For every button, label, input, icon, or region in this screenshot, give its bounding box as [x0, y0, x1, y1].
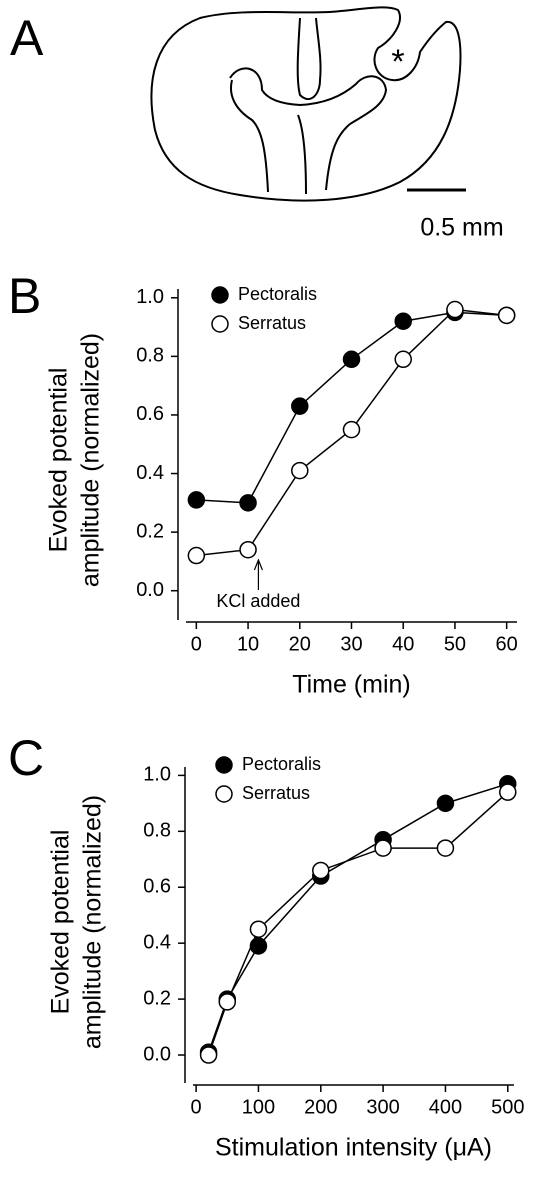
- data-point: [374, 839, 392, 857]
- data-point: [394, 312, 412, 330]
- spinal-cord-diagram: [150, 6, 462, 202]
- x-axis-label: Time (min): [292, 671, 411, 699]
- data-point: [239, 540, 257, 559]
- legend-label: Pectoralis: [238, 284, 317, 304]
- annotation: KCl added: [216, 591, 300, 611]
- data-point: [291, 397, 309, 415]
- x-tick-label: 60: [496, 633, 518, 655]
- data-point: [436, 839, 455, 857]
- data-point: [187, 546, 206, 565]
- y-axis-label: Evoked potential: [45, 368, 73, 553]
- y-tick-label: 1.0: [143, 764, 171, 786]
- data-point: [239, 494, 257, 512]
- y-axis-label: amplitude (normalized): [77, 333, 105, 587]
- data-point: [436, 794, 455, 813]
- x-tick-label: 20: [289, 633, 311, 655]
- legend-marker: [215, 785, 233, 803]
- panel-label: A: [10, 10, 44, 66]
- data-point: [291, 461, 309, 480]
- x-tick-label: 0: [191, 1096, 202, 1118]
- series-line: [196, 311, 507, 504]
- y-tick-label: 0.0: [143, 1043, 171, 1065]
- series-line: [207, 783, 508, 1053]
- data-point: [312, 861, 330, 880]
- data-point: [199, 1046, 218, 1064]
- x-tick-label: 10: [237, 633, 259, 655]
- data-point: [342, 350, 361, 369]
- data-point: [446, 300, 464, 319]
- x-tick-label: 50: [444, 633, 466, 655]
- y-tick-label: 0.2: [143, 987, 171, 1009]
- x-tick-label: 0: [191, 633, 202, 655]
- y-tick-label: 0.4: [136, 462, 164, 484]
- legend-marker: [211, 315, 229, 333]
- x-tick-label: 40: [392, 633, 414, 655]
- legend-marker: [215, 756, 233, 774]
- x-tick-label: 400: [429, 1096, 462, 1118]
- y-tick-label: 0.2: [136, 520, 164, 542]
- y-axis-label: Evoked potential: [47, 830, 75, 1015]
- data-point: [497, 306, 516, 325]
- legend-label: Serratus: [238, 313, 306, 333]
- panel-label: B: [8, 268, 41, 324]
- annotation: *: [391, 43, 404, 81]
- legend-label: Pectoralis: [242, 754, 321, 774]
- x-tick-label: 300: [366, 1096, 399, 1118]
- y-tick-label: 0.8: [143, 820, 171, 842]
- data-point: [249, 920, 268, 938]
- data-point: [342, 420, 361, 439]
- x-tick-label: 100: [242, 1096, 275, 1118]
- x-tick-label: 30: [340, 633, 362, 655]
- y-tick-label: 0.6: [143, 876, 171, 898]
- legend-marker: [211, 286, 229, 304]
- panel-label: C: [8, 730, 44, 786]
- y-tick-label: 0.4: [143, 931, 171, 953]
- y-axis-label: amplitude (normalized): [79, 795, 107, 1049]
- y-tick-label: 0.6: [136, 403, 164, 425]
- scale-label: 0.5 mm: [420, 214, 503, 242]
- legend-label: Serratus: [242, 783, 310, 803]
- data-point: [187, 491, 206, 509]
- x-tick-label: 200: [304, 1096, 337, 1118]
- x-axis-label: Stimulation intensity (μA): [215, 1134, 492, 1162]
- annotation-arrowhead: [253, 558, 263, 571]
- y-tick-label: 0.0: [136, 579, 164, 601]
- data-point: [394, 350, 412, 369]
- x-tick-label: 500: [491, 1096, 524, 1118]
- y-tick-label: 1.0: [136, 286, 164, 308]
- data-point: [499, 783, 517, 801]
- y-tick-label: 0.8: [136, 345, 164, 367]
- data-point: [218, 993, 237, 1011]
